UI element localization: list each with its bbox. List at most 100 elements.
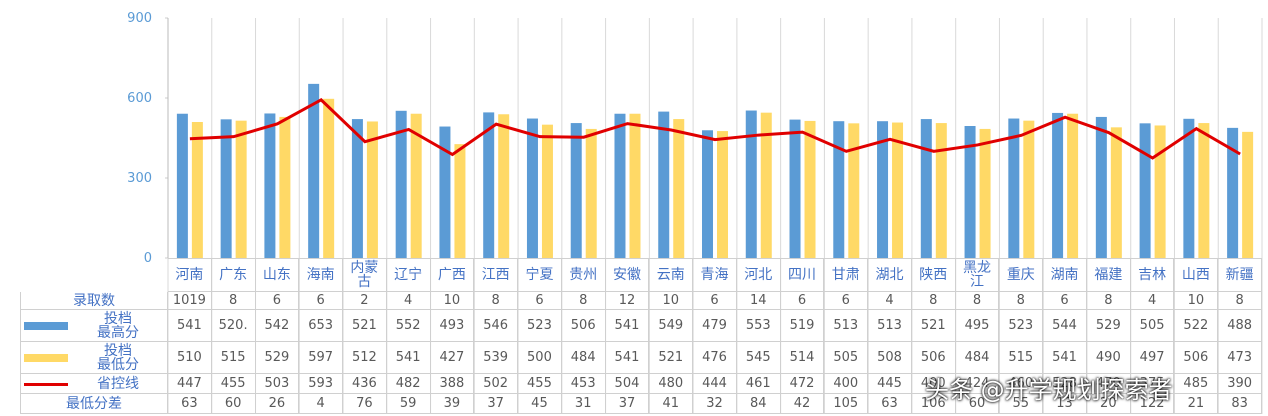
table-cell: 14	[736, 292, 781, 310]
legend-swatch	[24, 382, 68, 386]
table-cell: 4	[868, 292, 912, 310]
category-label: 广东	[211, 258, 256, 292]
table-cell: 529	[1086, 310, 1131, 342]
bar	[877, 121, 889, 258]
table-cell: 460	[999, 374, 1044, 394]
bar	[279, 116, 291, 258]
bar	[979, 128, 991, 258]
table-cell: 6	[255, 292, 300, 310]
category-label: 陕西	[911, 258, 956, 292]
table-cell: 26	[255, 394, 300, 414]
category-label: 湖北	[868, 258, 912, 292]
table-cell: 76	[343, 394, 387, 414]
category-label: 广西	[430, 258, 475, 292]
table-cell: 542	[255, 310, 300, 342]
table-cell: 653	[299, 310, 344, 342]
category-label: 青海	[693, 258, 737, 292]
table-cell: 500	[518, 342, 562, 374]
bar	[1198, 123, 1210, 258]
legend-label: 省控线	[20, 374, 168, 394]
table-cell: 8	[911, 292, 956, 310]
bar	[1095, 116, 1107, 258]
bar	[935, 123, 947, 258]
table-cell: 493	[430, 310, 475, 342]
table-cell: 84	[736, 394, 781, 414]
category-label: 内蒙古	[343, 258, 387, 292]
table-cell: 479	[693, 310, 737, 342]
table-cell: 37	[605, 394, 650, 414]
bar	[920, 119, 932, 258]
table-cell: 529	[255, 342, 300, 374]
table-cell: 39	[430, 394, 475, 414]
category-label: 重庆	[999, 258, 1044, 292]
table-cell: 473	[1218, 342, 1262, 374]
bar	[848, 123, 860, 258]
bar	[717, 131, 728, 258]
bar	[702, 130, 713, 258]
table-cell: 523	[518, 310, 562, 342]
table-cell: 60	[955, 394, 1000, 414]
category-label: 黑龙江	[955, 258, 1000, 292]
table-cell: 541	[605, 310, 650, 342]
table-cell: 8	[211, 292, 256, 310]
category-label: 山东	[255, 258, 300, 292]
table-cell: 105	[824, 394, 869, 414]
table-cell: 539	[474, 342, 519, 374]
table-cell: 541	[605, 342, 650, 374]
bar	[1154, 125, 1166, 258]
table-cell: 1019	[168, 292, 212, 310]
table-cell: 8	[999, 292, 1044, 310]
bar	[658, 111, 670, 258]
table-cell: 13	[1043, 394, 1087, 414]
category-label: 吉林	[1130, 258, 1175, 292]
line-series	[189, 98, 1241, 160]
table-cell: 597	[299, 342, 344, 374]
bar	[323, 98, 335, 258]
table-cell: 8	[1086, 292, 1131, 310]
table-cell: 2	[343, 292, 387, 310]
table-cell: 8	[955, 292, 1000, 310]
bar	[483, 112, 495, 259]
table-cell: 453	[561, 374, 606, 394]
bar	[526, 118, 538, 259]
table-cell: 528	[1043, 374, 1087, 394]
table-cell: 485	[1174, 374, 1219, 394]
table-cell: 502	[474, 374, 519, 394]
table-cell: 6	[780, 292, 825, 310]
table-cell: 63	[868, 394, 912, 414]
table-cell: 375	[1130, 374, 1175, 394]
table-cell: 32	[693, 394, 737, 414]
table-cell: 455	[518, 374, 562, 394]
bar	[351, 119, 363, 258]
bar	[439, 126, 451, 259]
bar	[235, 120, 247, 259]
category-label: 甘肃	[824, 258, 869, 292]
bar	[1227, 127, 1239, 258]
legend-label: 最低分差	[20, 394, 168, 414]
table-cell: 484	[955, 342, 1000, 374]
y-tick-label: 900	[127, 11, 152, 26]
table-cell: 455	[211, 374, 256, 394]
table-cell: 593	[299, 374, 344, 394]
table-cell: 445	[868, 374, 912, 394]
table-cell: 549	[649, 310, 694, 342]
bar	[220, 119, 232, 258]
table-cell: 512	[343, 342, 387, 374]
bar	[673, 119, 685, 258]
legend-label: 投档 最高分	[20, 310, 168, 342]
table-cell: 472	[780, 374, 825, 394]
bar	[366, 121, 378, 258]
y-tick-label: 0	[144, 251, 152, 266]
table-cell: 515	[211, 342, 256, 374]
bar	[395, 110, 407, 258]
table-cell: 480	[649, 374, 694, 394]
table-cell: 541	[1043, 342, 1087, 374]
table-cell: 63	[168, 394, 212, 414]
table-cell: 424	[955, 374, 1000, 394]
bar	[1008, 118, 1020, 259]
table-cell: 488	[1218, 310, 1262, 342]
category-label: 新疆	[1218, 258, 1262, 292]
bar	[176, 113, 188, 258]
table-cell: 4	[299, 394, 344, 414]
